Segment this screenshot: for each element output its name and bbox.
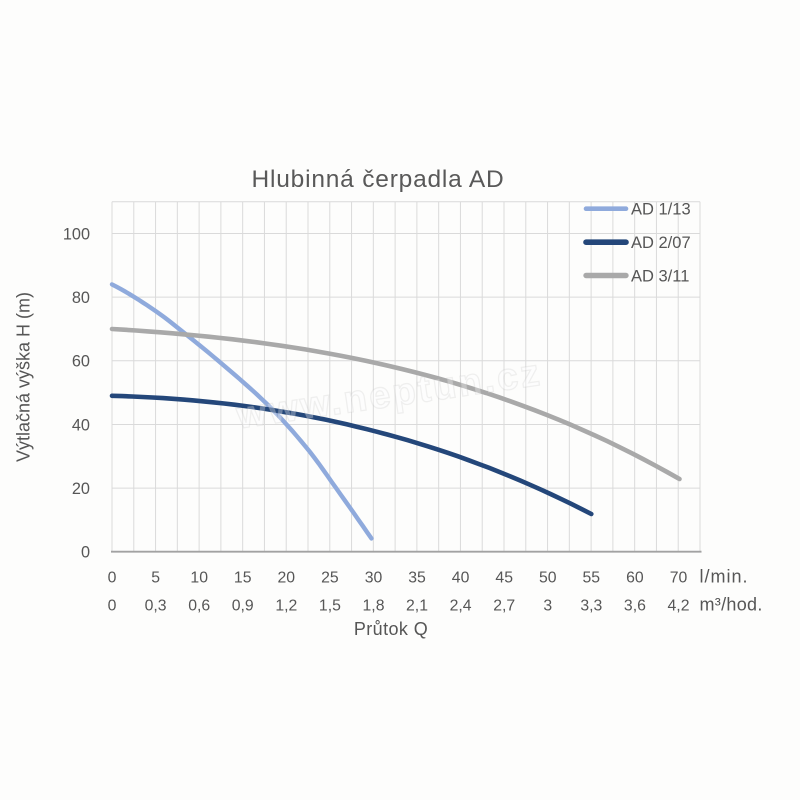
svg-text:0,9: 0,9 xyxy=(232,598,254,615)
svg-text:45: 45 xyxy=(495,570,513,587)
svg-text:15: 15 xyxy=(234,570,252,587)
svg-text:100: 100 xyxy=(63,226,90,244)
svg-text:0,3: 0,3 xyxy=(145,598,167,615)
svg-text:2,4: 2,4 xyxy=(450,598,472,615)
svg-text:3,6: 3,6 xyxy=(624,598,646,615)
svg-text:4,2: 4,2 xyxy=(668,598,690,615)
svg-text:Hlubinná čerpadla AD: Hlubinná čerpadla AD xyxy=(252,166,505,193)
svg-text:3,3: 3,3 xyxy=(580,598,602,615)
svg-text:40: 40 xyxy=(72,416,90,434)
svg-text:1,5: 1,5 xyxy=(319,598,341,615)
svg-text:3: 3 xyxy=(543,598,552,615)
svg-text:0: 0 xyxy=(108,570,117,587)
svg-text:1,8: 1,8 xyxy=(363,598,385,615)
svg-text:10: 10 xyxy=(190,570,208,587)
svg-text:20: 20 xyxy=(72,480,90,498)
svg-text:25: 25 xyxy=(321,570,339,587)
svg-text:AD 3/11: AD 3/11 xyxy=(631,267,689,285)
svg-text:60: 60 xyxy=(626,570,644,587)
svg-text:1,2: 1,2 xyxy=(275,598,297,615)
svg-text:2,7: 2,7 xyxy=(493,598,515,615)
svg-text:80: 80 xyxy=(72,289,90,307)
svg-text:55: 55 xyxy=(583,570,601,587)
svg-text:20: 20 xyxy=(278,570,296,587)
svg-text:5: 5 xyxy=(151,570,160,587)
svg-text:50: 50 xyxy=(539,570,557,587)
svg-text:Výtlačná výška H (m): Výtlačná výška H (m) xyxy=(14,292,34,462)
svg-text:60: 60 xyxy=(72,353,90,371)
svg-text:0: 0 xyxy=(108,598,117,615)
svg-text:m³/hod.: m³/hod. xyxy=(700,595,763,615)
svg-text:0: 0 xyxy=(81,544,90,562)
svg-text:0,6: 0,6 xyxy=(188,598,210,615)
svg-text:AD 2/07: AD 2/07 xyxy=(631,234,691,252)
svg-text:AD 1/13: AD 1/13 xyxy=(631,201,691,219)
svg-text:35: 35 xyxy=(408,570,426,587)
svg-text:30: 30 xyxy=(365,570,383,587)
svg-text:40: 40 xyxy=(452,570,470,587)
svg-text:70: 70 xyxy=(670,570,688,587)
svg-text:Průtok Q: Průtok Q xyxy=(354,619,428,639)
svg-text:l/min.: l/min. xyxy=(700,567,749,587)
svg-text:2,1: 2,1 xyxy=(406,598,428,615)
